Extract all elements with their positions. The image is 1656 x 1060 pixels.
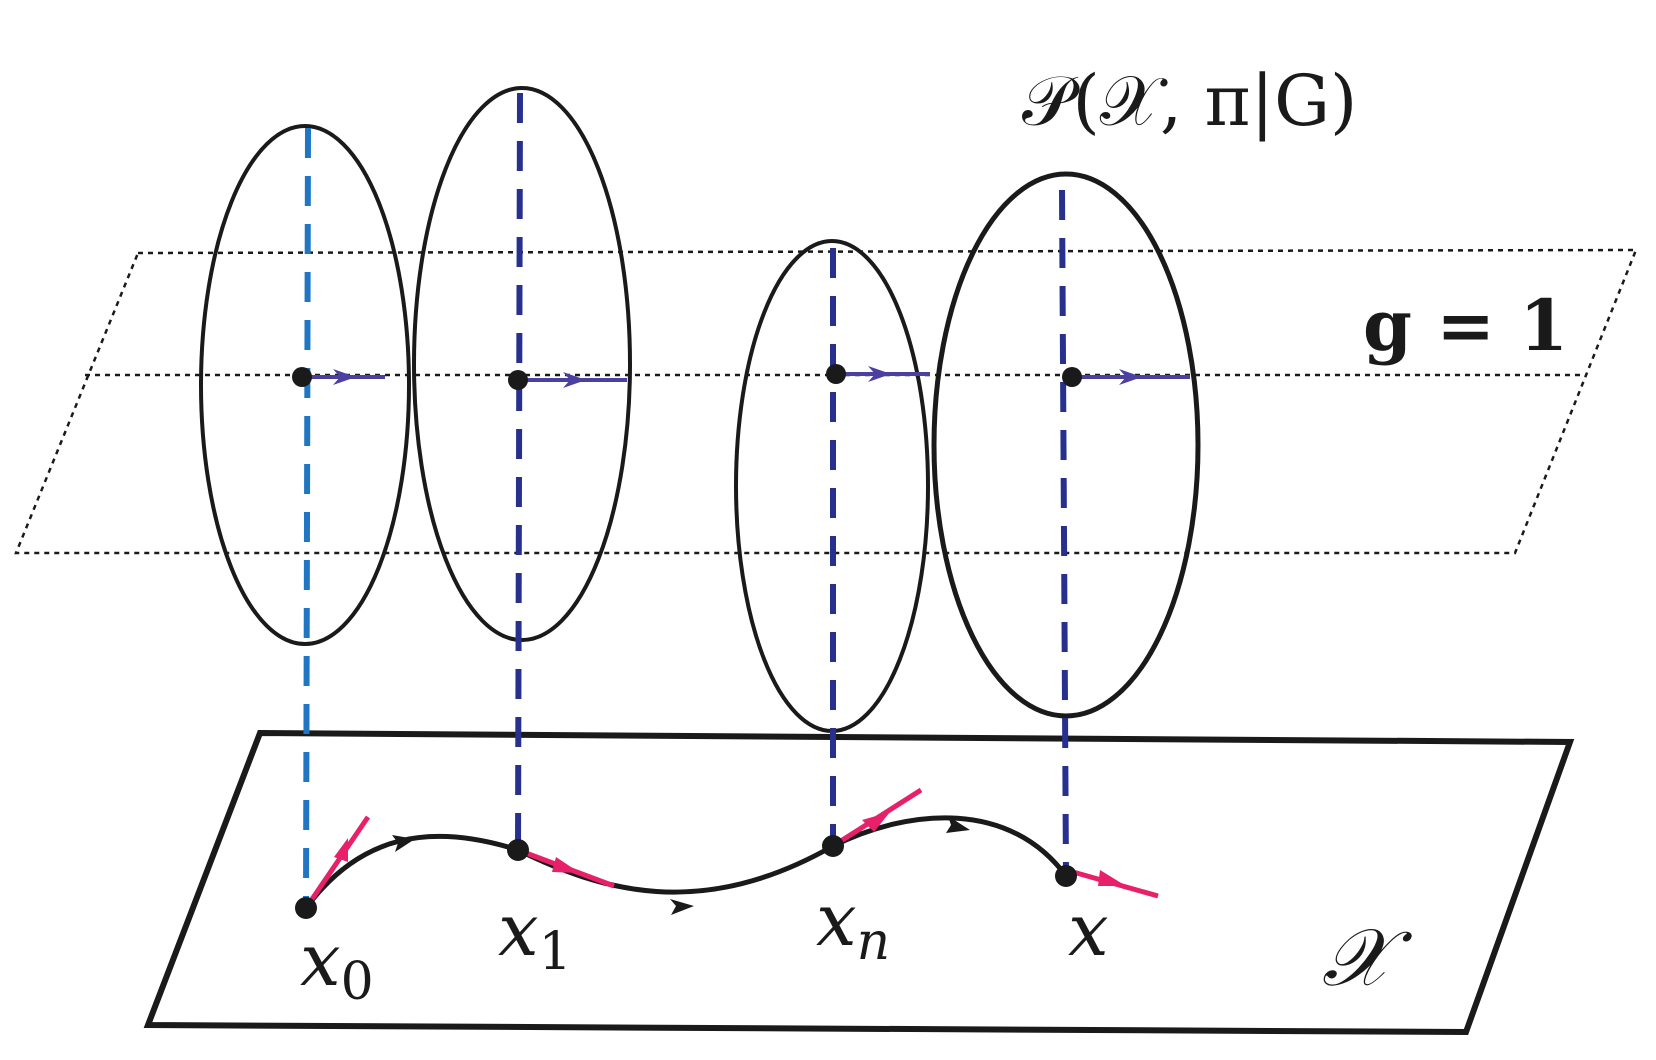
point-label-xn-base: x	[816, 878, 857, 962]
projection-line-x	[1059, 189, 1069, 879]
point-label-xn: xn	[816, 878, 890, 972]
fiber-ellipse-x1	[412, 86, 632, 642]
horizontal-arrow-xn-head	[868, 366, 891, 382]
base-point-xn	[822, 835, 844, 857]
base-point-x	[1055, 865, 1077, 887]
projection-line-x0	[303, 127, 311, 906]
base-point-x0	[295, 897, 317, 919]
point-label-x1-sub: 1	[539, 922, 572, 982]
section-point-x1	[508, 370, 528, 390]
projection-line-x1	[515, 92, 523, 853]
bundle-label: 𝒫(𝒳, π|G)	[1022, 60, 1357, 142]
tangent-vector-xn-head	[862, 812, 890, 832]
point-label-xn-sub: n	[857, 912, 891, 972]
horizontal-arrow-x0-head	[333, 369, 356, 385]
tangent-vector-x-head	[1098, 870, 1126, 886]
point-label-x0-base: x	[300, 918, 341, 1002]
point-label-x: x	[1068, 888, 1109, 972]
tangent-vector-x0	[303, 815, 371, 910]
section-label: g = 1	[1363, 284, 1568, 367]
fiber-ellipse-x0	[199, 124, 411, 646]
section-point-x	[1062, 367, 1082, 387]
base-point-x1	[507, 839, 529, 861]
section-point-xn	[826, 364, 846, 384]
tangent-vector-x0-head	[334, 838, 348, 862]
fiber-ellipse-x	[931, 171, 1201, 719]
base-space-label: 𝒳	[1322, 911, 1413, 1004]
section-point-x0	[292, 367, 312, 387]
point-label-x0-sub: 0	[341, 952, 374, 1012]
base-space-plane	[143, 729, 1575, 1036]
section-plane	[14, 248, 1638, 555]
horizontal-arrow-x-head	[1119, 369, 1142, 385]
point-label-x0: x0	[300, 918, 374, 1012]
tangent-vector-x1-head	[552, 857, 580, 873]
horizontal-arrow-x1-head	[563, 372, 586, 388]
curve-arrow-icon-1	[392, 835, 415, 852]
curve-arrow-icon-3	[946, 816, 970, 833]
point-label-x1-base: x	[498, 888, 539, 972]
curve-arrow-icon-2	[670, 899, 694, 915]
point-label-x1: x1	[498, 888, 572, 982]
